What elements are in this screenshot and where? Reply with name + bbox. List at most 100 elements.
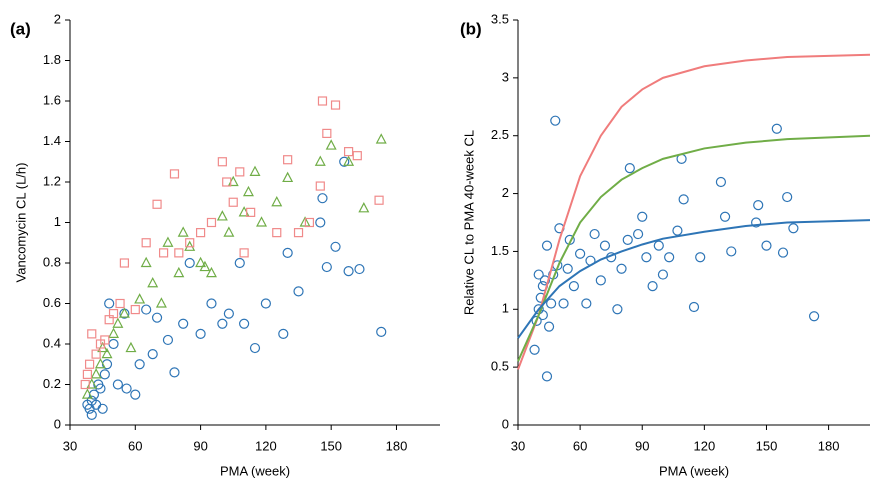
point — [141, 304, 152, 315]
point — [195, 328, 206, 339]
y-tick-label: 2 — [502, 185, 509, 200]
point — [125, 341, 137, 353]
point — [343, 147, 354, 157]
point — [228, 197, 238, 207]
point — [282, 247, 293, 258]
point — [112, 317, 124, 328]
y-tick-label: 0.4 — [43, 335, 61, 350]
point — [343, 266, 354, 277]
point — [108, 327, 120, 338]
y-tick-label: 1.2 — [43, 173, 61, 188]
point — [688, 301, 700, 313]
point — [624, 163, 635, 174]
curve — [517, 219, 871, 339]
point — [246, 207, 256, 217]
y-tick-label: 2 — [54, 11, 61, 26]
point — [282, 171, 294, 183]
curve — [517, 53, 871, 370]
point — [249, 165, 261, 176]
x-tick-label: 150 — [320, 438, 342, 453]
point — [100, 335, 110, 345]
point — [178, 318, 189, 329]
point — [641, 252, 652, 263]
point — [239, 318, 250, 329]
point — [239, 248, 249, 258]
point — [80, 379, 90, 390]
point — [82, 369, 93, 379]
point — [151, 312, 163, 323]
point — [101, 347, 113, 359]
point — [205, 266, 217, 278]
point — [715, 176, 727, 188]
point — [104, 298, 115, 309]
point — [222, 177, 232, 187]
point — [94, 357, 106, 369]
x-tick-label: 90 — [635, 438, 649, 453]
y-tick-label: 0.6 — [43, 295, 61, 310]
y-tick-label: 0.2 — [43, 376, 61, 391]
x-tick-label: 30 — [63, 438, 77, 453]
point — [134, 293, 146, 304]
point — [234, 257, 245, 269]
point — [90, 368, 102, 379]
point — [541, 371, 553, 382]
point — [543, 321, 555, 332]
point — [352, 151, 362, 161]
point — [81, 388, 93, 399]
point — [185, 238, 195, 248]
point — [112, 379, 123, 390]
y-axis-title: Vancomycin CL (L/h) — [13, 163, 28, 283]
point — [612, 304, 623, 315]
point — [317, 96, 328, 106]
point — [147, 349, 158, 360]
y-tick-label: 3 — [502, 69, 509, 84]
point — [343, 155, 355, 166]
point — [581, 298, 592, 309]
point — [325, 139, 337, 150]
point — [177, 226, 189, 237]
point — [223, 226, 235, 237]
point — [330, 100, 341, 110]
point — [541, 240, 553, 251]
point — [374, 195, 384, 205]
point — [358, 202, 370, 213]
point — [322, 128, 332, 138]
point — [751, 217, 762, 228]
point — [223, 308, 234, 319]
point — [637, 211, 648, 222]
y-tick-label: 2.5 — [491, 127, 509, 142]
point — [376, 326, 387, 337]
y-tick-label: 0 — [502, 416, 509, 431]
point — [354, 263, 365, 275]
point — [256, 216, 268, 227]
point — [771, 123, 782, 134]
point — [195, 228, 206, 238]
point — [533, 269, 544, 280]
point — [174, 248, 184, 258]
x-tick-label: 120 — [694, 438, 716, 453]
point — [761, 240, 772, 251]
point — [719, 211, 731, 222]
point — [753, 200, 764, 211]
y-tick-label: 1 — [54, 214, 61, 229]
point — [315, 181, 325, 191]
point — [115, 298, 125, 309]
point — [184, 257, 195, 269]
point — [84, 359, 95, 369]
point — [162, 236, 174, 247]
y-axis-title: Relative CL to PMA 40-week CL — [461, 130, 476, 315]
x-axis-title: PMA (week) — [220, 463, 290, 478]
y-tick-label: 1.8 — [43, 52, 61, 67]
point — [206, 217, 217, 228]
point — [147, 276, 159, 288]
y-tick-label: 0.5 — [491, 359, 509, 374]
point — [632, 228, 644, 240]
y-tick-label: 0 — [54, 416, 61, 431]
point — [558, 298, 569, 309]
y-tick-label: 0.8 — [43, 254, 61, 269]
point — [97, 403, 108, 414]
point — [217, 318, 228, 329]
point — [529, 344, 540, 355]
